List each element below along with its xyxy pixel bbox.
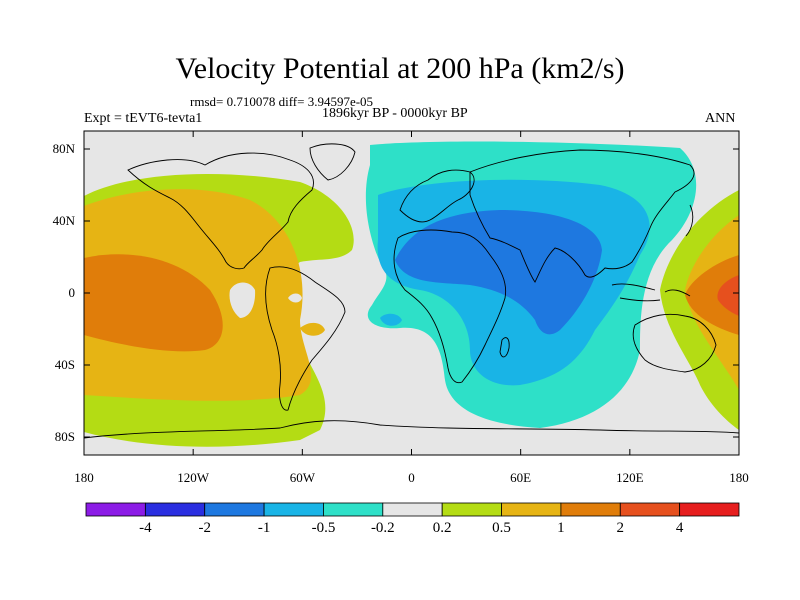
y-tick-label: 40S [54, 357, 75, 372]
colorbar-swatch [501, 502, 562, 517]
colorbar [85, 502, 740, 517]
colorbar-label: 0.5 [492, 520, 511, 536]
colorbar-swatch [560, 502, 621, 517]
coast-greenland [309, 143, 356, 181]
coast-australia [632, 313, 717, 373]
contour-positive-2-east [717, 275, 739, 316]
x-tick-label: 120W [177, 470, 210, 485]
contour-positive-1 [84, 254, 223, 352]
time-period: 1896kyr BP - 0000kyr BP [322, 106, 468, 121]
coast-africa [393, 229, 507, 384]
contour-positive-1-east [685, 255, 739, 335]
season-label: ANN [705, 111, 736, 126]
coast-north-america [127, 152, 314, 270]
x-tick-label: 60E [510, 470, 532, 485]
y-tick-label: 80N [52, 141, 75, 156]
coast-madagascar [499, 337, 510, 358]
colorbar-label: -2 [198, 520, 211, 536]
x-tick-marks [83, 131, 740, 455]
x-tick-label: 0 [408, 470, 415, 485]
patch-amazon-pos [300, 322, 325, 336]
colorbar-label: -1 [257, 520, 271, 536]
y-tick-marks [84, 148, 739, 438]
colorbar-label: 0.2 [432, 520, 452, 536]
y-tick-label: 0 [68, 285, 76, 300]
x-tick-label: 180 [74, 470, 94, 485]
x-tick-label: 60W [289, 470, 315, 485]
coast-antarctica [84, 420, 739, 439]
coast-europe [399, 169, 475, 223]
colorbar-label: -0.2 [370, 520, 395, 536]
rmsd-diff-stats: rmsd= 0.710078 diff= 3.94597e-05 [190, 94, 374, 109]
colorbar-swatch [679, 502, 740, 517]
experiment-label: Expt = tEVT6-tevta1 [84, 111, 203, 126]
colorbar-swatch [204, 502, 265, 517]
x-tick-label: 120E [616, 470, 644, 485]
x-tick-label: 180 [729, 470, 749, 485]
colorbar-swatch [144, 502, 206, 517]
colorbar-swatch [263, 502, 324, 517]
patch-atlantic-neg [380, 313, 402, 326]
coast-japan [685, 204, 694, 237]
plot-title: Velocity Potential at 200 hPa (km2/s) [175, 52, 625, 85]
coastlines [84, 143, 739, 439]
patch-brazil-white [288, 293, 302, 303]
patch-caribbean-white [229, 282, 256, 318]
contour-field [84, 131, 739, 455]
colorbar-swatch [382, 502, 443, 517]
colorbar-label: 2 [616, 520, 625, 536]
coast-asia [469, 149, 695, 283]
colorbar-swatch [85, 502, 146, 517]
contour-negative-1 [395, 210, 602, 335]
colorbar-label: 1 [557, 520, 565, 536]
y-tick-label: 80S [54, 429, 75, 444]
colorbar-label: -4 [139, 520, 152, 536]
colorbar-label: 4 [675, 520, 684, 536]
coast-indonesia [611, 283, 691, 302]
colorbar-swatch [441, 502, 502, 517]
y-tick-label: 40N [52, 213, 75, 228]
colorbar-label: -0.5 [311, 520, 336, 536]
colorbar-swatch [323, 502, 384, 517]
colorbar-swatch [619, 502, 681, 517]
coast-south-america [265, 266, 346, 411]
